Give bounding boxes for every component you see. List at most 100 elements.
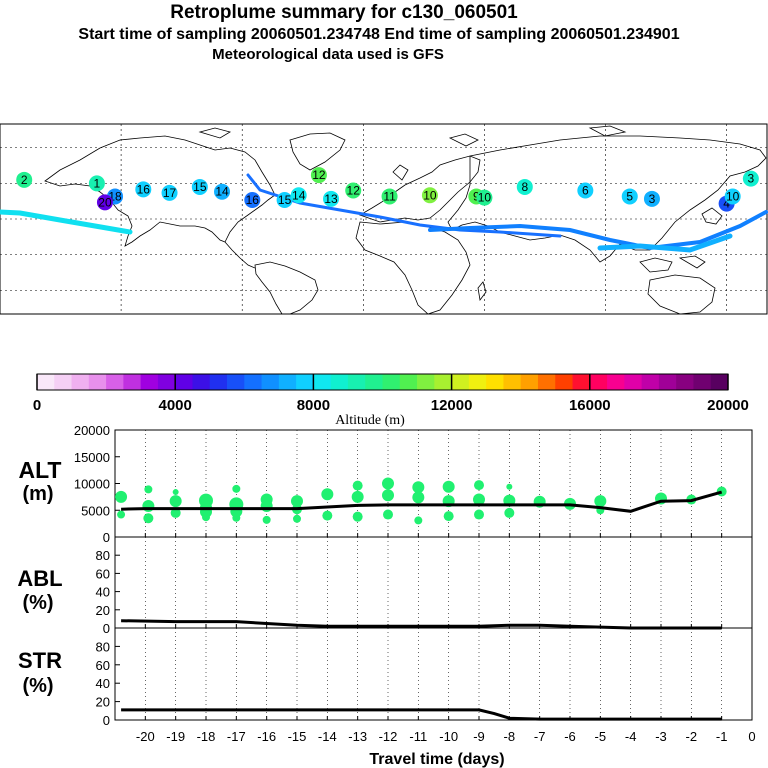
y-tick-label: 0	[103, 530, 110, 545]
colorbar-swatch	[451, 374, 470, 390]
trajectory-west-segment	[0, 209, 133, 235]
colorbar-tick-label: 0	[33, 397, 41, 414]
alt-panel-unit: (m)	[22, 483, 53, 505]
day-marker-dot	[290, 187, 307, 204]
alt-scatter-point	[506, 483, 513, 490]
alt-scatter-point	[170, 507, 181, 518]
colorbar-swatch	[313, 374, 332, 390]
x-tick-label: -17	[227, 729, 246, 744]
x-tick-label: -12	[379, 729, 398, 744]
alt-scatter-point	[474, 509, 484, 520]
alt-scatter-point	[262, 515, 271, 524]
y-tick-label: 40	[96, 676, 110, 691]
x-tick-label: -4	[625, 729, 637, 744]
trajectory-lines	[0, 173, 768, 253]
y-tick-label: 0	[103, 621, 110, 636]
x-tick-label: -18	[197, 729, 216, 744]
colorbar-swatch	[296, 374, 314, 390]
day-marker-label: 11	[383, 189, 396, 203]
str-panel-unit: (%)	[22, 675, 53, 697]
colorbar-swatch	[54, 374, 72, 390]
colorbar-swatch	[537, 374, 556, 390]
day-marker-label: 12	[312, 168, 326, 182]
x-axis-title: Travel time (days)	[369, 751, 504, 768]
colorbar-swatch	[123, 374, 142, 390]
y-tick-label: 0	[103, 713, 110, 728]
alt-scatter-point	[144, 485, 153, 494]
map-coastlines	[44, 125, 767, 315]
plot-title: Retroplume summary for c130_060501	[170, 2, 518, 23]
x-tick-label: -9	[473, 729, 485, 744]
colorbar-swatch	[641, 374, 660, 390]
y-tick-label: 20000	[74, 423, 110, 438]
x-tick-label: -16	[257, 729, 276, 744]
day-marker-label: 8	[521, 180, 528, 194]
day-marker-label: 9	[473, 189, 480, 203]
day-marker-dot	[310, 167, 327, 184]
colorbar-swatch	[227, 374, 245, 390]
x-tick-label: -14	[318, 729, 337, 744]
colorbar-swatch	[347, 374, 366, 390]
day-marker-label: 17	[163, 186, 177, 200]
alt-scatter-point	[321, 488, 334, 501]
y-tick-label: 60	[96, 566, 110, 581]
panel-frame	[114, 627, 753, 721]
day-marker-dot	[421, 187, 438, 204]
day-marker-dot	[643, 190, 660, 207]
y-tick-label: 80	[96, 548, 110, 563]
x-tick-label: -13	[348, 729, 367, 744]
day-marker-label: 20	[98, 195, 112, 209]
colorbar-swatch	[503, 374, 522, 390]
day-marker-dot	[381, 188, 398, 205]
y-tick-label: 5000	[81, 503, 110, 518]
day-marker-label: 10	[726, 189, 740, 203]
day-marker-label: 3	[649, 192, 656, 206]
time-series-panels: ALT (m) ABL (%) STR (%) 0 5000 10000 15000 2…	[17, 423, 755, 768]
colorbar-swatch	[278, 374, 297, 390]
colorbar-swatch	[192, 374, 211, 390]
alt-scatter-point	[716, 486, 727, 497]
colorbar-swatch	[434, 374, 452, 390]
day-marker-label: 2	[21, 173, 28, 187]
colorbar-swatch	[37, 374, 55, 390]
x-tick-label: -15	[288, 729, 307, 744]
altitude-colorbar: 0 4000 8000 12000 16000 20000 Altitude (m)	[33, 373, 749, 428]
day-marker-label: 13	[324, 192, 338, 206]
day-marker-label: 1	[94, 176, 101, 190]
colorbar-swatch	[417, 374, 435, 390]
colorbar-swatch	[624, 374, 643, 390]
trajectory-east-segment	[428, 210, 768, 251]
abl-panel-label: ABL	[17, 566, 62, 591]
alt-scatter-point	[169, 495, 182, 508]
day-marker-label: 10	[423, 188, 437, 202]
y-tick-label: 80	[96, 639, 110, 654]
alt-scatter-point	[473, 493, 485, 506]
x-tick-label: -5	[595, 729, 607, 744]
colorbar-swatch	[676, 374, 694, 390]
colorbar-swatch	[658, 374, 677, 390]
colorbar-swatch	[607, 374, 625, 390]
alt-scatter-point	[232, 513, 241, 522]
alt-scatter-point	[383, 509, 393, 520]
alt-scatter-point	[414, 516, 423, 525]
day-marker-dot	[96, 194, 113, 211]
colorbar-swatch	[157, 374, 176, 390]
alt-scatter-point	[291, 495, 303, 508]
day-marker-dot	[516, 178, 533, 195]
day-marker-label: 10	[478, 191, 492, 205]
colorbar-swatch	[520, 374, 539, 390]
x-tick-label: -10	[439, 729, 458, 744]
x-tick-label: -20	[136, 729, 155, 744]
colorbar-tick-label: 20000	[707, 397, 749, 414]
day-marker-label: 5	[626, 189, 633, 203]
x-tick-label: -3	[655, 729, 667, 744]
alt-panel-label: ALT	[18, 457, 61, 483]
y-tick-label: 60	[96, 658, 110, 673]
colorbar-swatch	[468, 374, 487, 390]
day-marker-dot	[276, 192, 293, 208]
colorbar-swatch	[175, 374, 193, 390]
alt-panel: 0 5000 10000 15000 20000	[74, 423, 753, 545]
